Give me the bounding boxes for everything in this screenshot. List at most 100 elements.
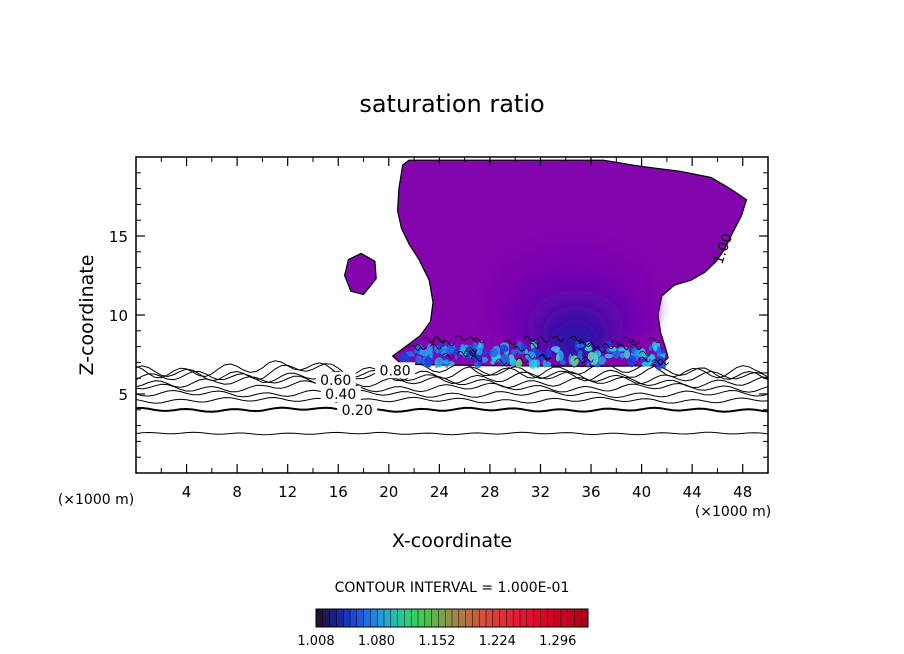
base-band-contour [570, 335, 582, 342]
base-band-contour [527, 342, 540, 349]
base-band-contour [464, 348, 477, 355]
base-band-contour [622, 337, 635, 343]
base-band-contour [430, 343, 442, 350]
colorbar-swatch [445, 609, 453, 627]
base-band-contour [442, 353, 454, 359]
colorbar-swatch [397, 609, 405, 627]
base-band-cell [577, 350, 583, 358]
base-band-cell [608, 346, 617, 352]
base-band-contour [638, 356, 651, 363]
base-band-cell [656, 346, 661, 358]
base-band-contour [516, 357, 528, 364]
contour-label-1: 0.40 [325, 387, 356, 403]
base-band-cell [426, 343, 433, 355]
colorbar-swatch [479, 609, 487, 627]
base-band-contour [537, 336, 549, 343]
contour-line-5 [136, 375, 768, 389]
base-band-contour [538, 354, 550, 361]
colorbar-swatch [411, 609, 419, 627]
base-band-contour [648, 337, 661, 344]
cloud-base-band [400, 335, 669, 371]
colorbar-swatch [390, 609, 398, 627]
colorbar-swatch [329, 609, 337, 627]
colorbar-swatch [492, 609, 500, 627]
base-band-cell [570, 355, 579, 367]
x-tick-label: 16 [329, 483, 348, 501]
base-band-contour [651, 359, 664, 366]
base-band-cell [526, 351, 536, 362]
y-axis-ticks: 5 10 15 [109, 172, 768, 458]
base-band-cell [605, 340, 613, 349]
base-band-cell [559, 359, 567, 365]
base-band-cell [415, 355, 423, 364]
colorbar-swatch [363, 609, 371, 627]
base-band-contour [422, 337, 435, 343]
base-band-contour [627, 338, 640, 345]
colorbar-swatch [560, 609, 568, 627]
contour-line-4 [136, 380, 768, 393]
y-axis-label: Z-coordinate [76, 255, 98, 376]
base-band-contour [433, 336, 445, 342]
x-tick-label: 36 [581, 483, 600, 501]
base-band-cell [648, 345, 653, 352]
x-tick-label: 48 [733, 483, 752, 501]
base-band-cell [454, 348, 460, 356]
colorbar-swatch [506, 609, 514, 627]
base-band-cell [617, 347, 626, 352]
base-band-contour [408, 344, 421, 351]
base-band-cell [500, 358, 505, 365]
cloud-region [343, 159, 748, 368]
base-band-contour [465, 346, 478, 353]
colorbar-swatch [377, 609, 385, 627]
base-band-contour [463, 350, 476, 357]
base-band-contour [593, 347, 606, 353]
base-band-contour [638, 350, 651, 357]
colorbar-swatch [424, 609, 432, 627]
colorbar-swatch [350, 609, 358, 627]
x-unit-right: (×1000 m) [695, 504, 771, 520]
base-band-cell [542, 359, 547, 368]
colorbar-swatch [554, 609, 562, 627]
x-tick-label: 8 [232, 483, 242, 501]
base-band-cell [510, 349, 517, 355]
base-band-cell [624, 350, 630, 359]
x-tick-label: 24 [430, 483, 449, 501]
base-band-cell [535, 359, 541, 369]
x-tick-label: 40 [632, 483, 651, 501]
colorbar-swatch [567, 609, 575, 627]
cloud-blob [343, 252, 377, 296]
base-band-contour [630, 344, 642, 350]
colorbar-tick-label: 1.080 [358, 634, 395, 649]
y-tick-label: 5 [118, 386, 128, 404]
colorbar-swatch [574, 609, 582, 627]
contour-line-8 [136, 360, 768, 379]
base-band-contour [466, 336, 479, 343]
base-band-cell [472, 346, 477, 359]
colorbar-swatch [418, 609, 426, 627]
contour-label-0: 0.20 [342, 403, 373, 419]
base-band-contour [602, 343, 614, 350]
base-band-cell [460, 343, 465, 354]
base-band-cell [419, 348, 430, 356]
base-band-cell [536, 351, 547, 361]
base-band-contour [512, 345, 525, 352]
contour-label-bg-3 [375, 362, 416, 379]
colorbar-swatch [486, 609, 494, 627]
base-band-contour [657, 359, 669, 365]
contour-label-bg-2 [315, 371, 356, 388]
colorbar-swatch [526, 609, 534, 627]
colorbar-swatch [431, 609, 439, 627]
base-band-cell [598, 356, 606, 365]
base-band-cell [520, 343, 528, 351]
base-band-contour [455, 335, 467, 341]
colorbar-swatch [458, 609, 466, 627]
x-tick-label: 4 [182, 483, 192, 501]
base-band-cell [490, 360, 495, 365]
chart-title: saturation ratio [359, 90, 544, 118]
base-band-cell [499, 344, 509, 353]
base-band-contour [581, 356, 594, 363]
base-band-cell [477, 357, 483, 367]
colorbar-swatch [499, 609, 507, 627]
x-tick-label: 20 [379, 483, 398, 501]
